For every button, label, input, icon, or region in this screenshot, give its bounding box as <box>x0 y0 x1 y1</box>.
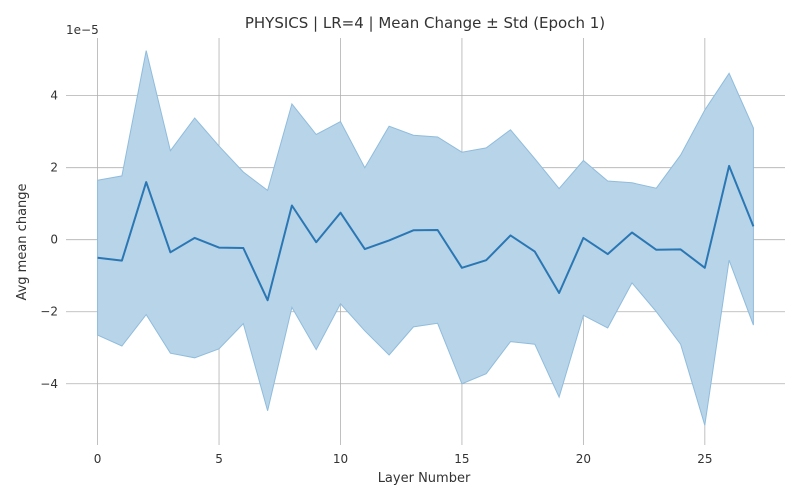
y-tick-label: −4 <box>40 377 58 391</box>
y-tick-label: 4 <box>50 89 58 103</box>
y-tick-label: 0 <box>50 233 58 247</box>
chart-title: PHYSICS | LR=4 | Mean Change ± Std (Epoc… <box>245 14 605 32</box>
x-tick-label: 0 <box>94 452 102 466</box>
x-tick-label: 10 <box>333 452 348 466</box>
y-tick-label: −2 <box>40 305 58 319</box>
x-tick-label: 5 <box>215 452 223 466</box>
x-axis-label: Layer Number <box>378 471 471 486</box>
y-axis-label: Avg mean change <box>15 183 30 300</box>
x-tick-label: 15 <box>454 452 469 466</box>
y-tick-label: 2 <box>50 161 58 175</box>
x-tick-labels: 0 5 10 15 20 25 <box>94 452 713 466</box>
y-scale-label: 1e−5 <box>66 23 99 37</box>
x-tick-label: 20 <box>576 452 591 466</box>
x-tick-label: 25 <box>697 452 712 466</box>
y-tick-labels: −4 −2 0 2 4 <box>40 89 58 391</box>
mean-line <box>97 164 755 302</box>
std-band <box>97 50 754 426</box>
